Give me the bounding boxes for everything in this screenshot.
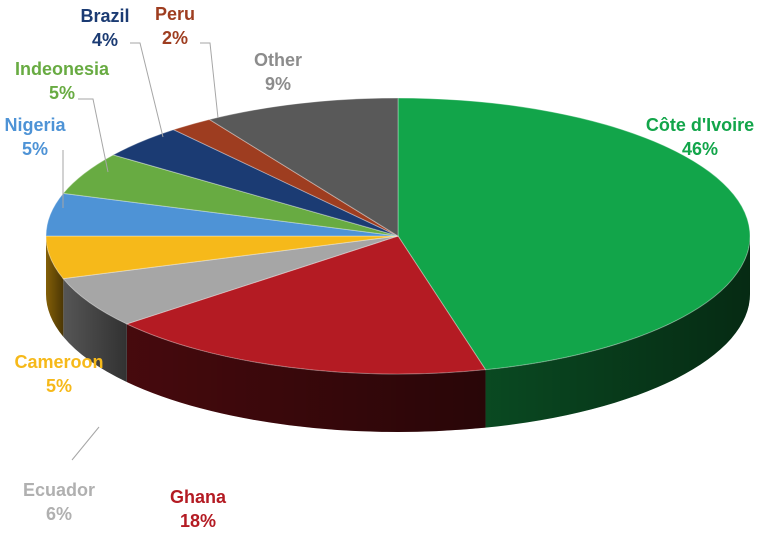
label-name-ghana: Ghana bbox=[170, 487, 227, 507]
pie-slices bbox=[45, 97, 751, 375]
pie-side-shade-cote-d-ivoire bbox=[485, 236, 751, 428]
pie-side-shade-cameroon bbox=[46, 236, 64, 337]
label-value-indeonesia: 5% bbox=[49, 83, 75, 103]
label-name-indeonesia: Indeonesia bbox=[15, 59, 110, 79]
pie-slice-peru bbox=[172, 118, 399, 237]
label-value-ghana: 18% bbox=[180, 511, 216, 531]
leader-lines bbox=[62, 42, 219, 461]
label-name-other: Other bbox=[254, 50, 302, 70]
pie-side-shade-ecuador bbox=[63, 278, 127, 382]
label-name-peru: Peru bbox=[155, 4, 195, 24]
pie-slice-other bbox=[208, 97, 399, 237]
pie-side-shade-ghana bbox=[126, 323, 486, 432]
label-value-brazil: 4% bbox=[92, 30, 118, 50]
pie-slice-ghana bbox=[125, 235, 487, 375]
label-name-nigeria: Nigeria bbox=[4, 115, 66, 135]
pie-slice-cameroon bbox=[45, 235, 399, 280]
label-name-ecuador: Ecuador bbox=[23, 480, 95, 500]
label-name-cote-d-ivoire: Côte d'Ivoire bbox=[646, 115, 754, 135]
label-name-brazil: Brazil bbox=[80, 6, 129, 26]
label-value-cote-d-ivoire: 46% bbox=[682, 139, 718, 159]
label-value-nigeria: 5% bbox=[22, 139, 48, 159]
data-labels: Côte d'Ivoire 46% Ghana 18% Ecuador 6% Cameroo… bbox=[4, 4, 754, 531]
leader-line-peru bbox=[200, 42, 219, 119]
leader-line-ecuador bbox=[71, 426, 100, 461]
label-value-peru: 2% bbox=[162, 28, 188, 48]
label-value-cameroon: 5% bbox=[46, 376, 72, 396]
leader-line-indeonesia bbox=[78, 98, 109, 173]
pie-slice-ecuador bbox=[62, 235, 399, 325]
label-value-ecuador: 6% bbox=[46, 504, 72, 524]
pie-slice-cote-d-ivoire bbox=[397, 97, 751, 371]
label-value-other: 9% bbox=[265, 74, 291, 94]
label-name-cameroon: Cameroon bbox=[14, 352, 103, 372]
pie-slice-brazil bbox=[111, 129, 399, 237]
pie-side-walls bbox=[46, 236, 751, 432]
leader-line-brazil bbox=[130, 42, 164, 138]
